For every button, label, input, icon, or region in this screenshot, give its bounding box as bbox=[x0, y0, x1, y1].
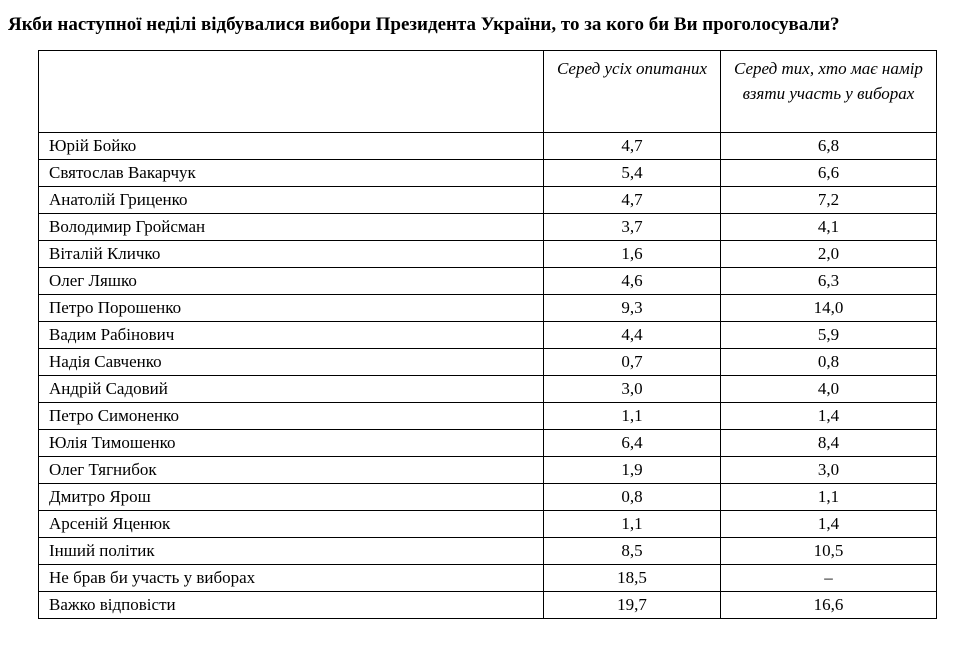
candidate-name-cell: Володимир Гройсман bbox=[38, 213, 544, 242]
pct-voters-cell: 6,6 bbox=[720, 159, 937, 188]
pct-all-cell: 4,7 bbox=[543, 132, 721, 161]
pct-voters-cell: – bbox=[720, 564, 937, 593]
table-row: Володимир Гройсман 3,7 4,1 bbox=[38, 213, 937, 242]
corner-cell bbox=[38, 50, 544, 134]
pct-all-cell: 1,9 bbox=[543, 456, 721, 485]
pct-all-cell: 1,6 bbox=[543, 240, 721, 269]
candidate-name-cell: Петро Порошенко bbox=[38, 294, 544, 323]
candidate-name-cell: Юрій Бойко bbox=[38, 132, 544, 161]
table-row: Важко відповісти 19,7 16,6 bbox=[38, 591, 937, 620]
pct-voters-cell: 1,1 bbox=[720, 483, 937, 512]
table-row: Надія Савченко 0,7 0,8 bbox=[38, 348, 937, 377]
candidate-name-cell: Арсеній Яценюк bbox=[38, 510, 544, 539]
table-row: Вадим Рабінович 4,4 5,9 bbox=[38, 321, 937, 350]
candidate-name-cell: Петро Симоненко bbox=[38, 402, 544, 431]
candidate-name-cell: Дмитро Ярош bbox=[38, 483, 544, 512]
candidate-name-cell: Віталій Кличко bbox=[38, 240, 544, 269]
pct-all-cell: 4,7 bbox=[543, 186, 721, 215]
pct-voters-cell: 3,0 bbox=[720, 456, 937, 485]
pct-all-cell: 0,8 bbox=[543, 483, 721, 512]
poll-results-page: Якби наступної неділі відбувалися вибори… bbox=[8, 14, 937, 620]
pct-all-cell: 4,4 bbox=[543, 321, 721, 350]
pct-all-cell: 3,0 bbox=[543, 375, 721, 404]
pct-voters-cell: 1,4 bbox=[720, 510, 937, 539]
header-intend-to-vote: Серед тих, хто має намір взяти участь у … bbox=[720, 50, 937, 134]
table-row: Анатолій Гриценко 4,7 7,2 bbox=[38, 186, 937, 215]
pct-voters-cell: 0,8 bbox=[720, 348, 937, 377]
candidate-name-cell: Важко відповісти bbox=[38, 591, 544, 620]
candidate-name-cell: Вадим Рабінович bbox=[38, 321, 544, 350]
pct-all-cell: 19,7 bbox=[543, 591, 721, 620]
pct-voters-cell: 6,8 bbox=[720, 132, 937, 161]
candidate-name-cell: Надія Савченко bbox=[38, 348, 544, 377]
pct-all-cell: 5,4 bbox=[543, 159, 721, 188]
pct-voters-cell: 1,4 bbox=[720, 402, 937, 431]
table-row: Петро Симоненко 1,1 1,4 bbox=[38, 402, 937, 431]
pct-all-cell: 18,5 bbox=[543, 564, 721, 593]
table-row: Петро Порошенко 9,3 14,0 bbox=[38, 294, 937, 323]
pct-voters-cell: 16,6 bbox=[720, 591, 937, 620]
table-row: Інший політик 8,5 10,5 bbox=[38, 537, 937, 566]
header-all-respondents: Серед усіх опитаних bbox=[543, 50, 721, 134]
candidate-name-cell: Анатолій Гриценко bbox=[38, 186, 544, 215]
candidate-name-cell: Святослав Вакарчук bbox=[38, 159, 544, 188]
table-row: Віталій Кличко 1,6 2,0 bbox=[38, 240, 937, 269]
pct-all-cell: 3,7 bbox=[543, 213, 721, 242]
pct-all-cell: 0,7 bbox=[543, 348, 721, 377]
table-row: Юрій Бойко 4,7 6,8 bbox=[38, 132, 937, 161]
pct-voters-cell: 14,0 bbox=[720, 294, 937, 323]
candidate-name-cell: Олег Тягнибок bbox=[38, 456, 544, 485]
pct-all-cell: 4,6 bbox=[543, 267, 721, 296]
header-row: Серед усіх опитаних Серед тих, хто має н… bbox=[38, 50, 937, 134]
table-row: Андрій Садовий 3,0 4,0 bbox=[38, 375, 937, 404]
page-title: Якби наступної неділі відбувалися вибори… bbox=[8, 14, 840, 35]
pct-voters-cell: 2,0 bbox=[720, 240, 937, 269]
table-row: Олег Тягнибок 1,9 3,0 bbox=[38, 456, 937, 485]
pct-voters-cell: 4,0 bbox=[720, 375, 937, 404]
candidate-name-cell: Олег Ляшко bbox=[38, 267, 544, 296]
pct-all-cell: 1,1 bbox=[543, 510, 721, 539]
poll-results-table: Серед усіх опитаних Серед тих, хто має н… bbox=[38, 50, 937, 620]
pct-all-cell: 1,1 bbox=[543, 402, 721, 431]
table-row: Арсеній Яценюк 1,1 1,4 bbox=[38, 510, 937, 539]
pct-voters-cell: 10,5 bbox=[720, 537, 937, 566]
pct-voters-cell: 7,2 bbox=[720, 186, 937, 215]
table-row: Юлія Тимошенко 6,4 8,4 bbox=[38, 429, 937, 458]
pct-voters-cell: 8,4 bbox=[720, 429, 937, 458]
pct-voters-cell: 5,9 bbox=[720, 321, 937, 350]
pct-voters-cell: 4,1 bbox=[720, 213, 937, 242]
pct-all-cell: 8,5 bbox=[543, 537, 721, 566]
table-row: Не брав би участь у виборах 18,5 – bbox=[38, 564, 937, 593]
pct-voters-cell: 6,3 bbox=[720, 267, 937, 296]
table-row: Дмитро Ярош 0,8 1,1 bbox=[38, 483, 937, 512]
table-header: Серед усіх опитаних Серед тих, хто має н… bbox=[38, 50, 937, 134]
candidate-name-cell: Юлія Тимошенко bbox=[38, 429, 544, 458]
pct-all-cell: 6,4 bbox=[543, 429, 721, 458]
table-row: Святослав Вакарчук 5,4 6,6 bbox=[38, 159, 937, 188]
candidate-name-cell: Інший політик bbox=[38, 537, 544, 566]
table-body: Юрій Бойко 4,7 6,8 Святослав Вакарчук 5,… bbox=[38, 132, 937, 620]
candidate-name-cell: Андрій Садовий bbox=[38, 375, 544, 404]
candidate-name-cell: Не брав би участь у виборах bbox=[38, 564, 544, 593]
pct-all-cell: 9,3 bbox=[543, 294, 721, 323]
table-row: Олег Ляшко 4,6 6,3 bbox=[38, 267, 937, 296]
